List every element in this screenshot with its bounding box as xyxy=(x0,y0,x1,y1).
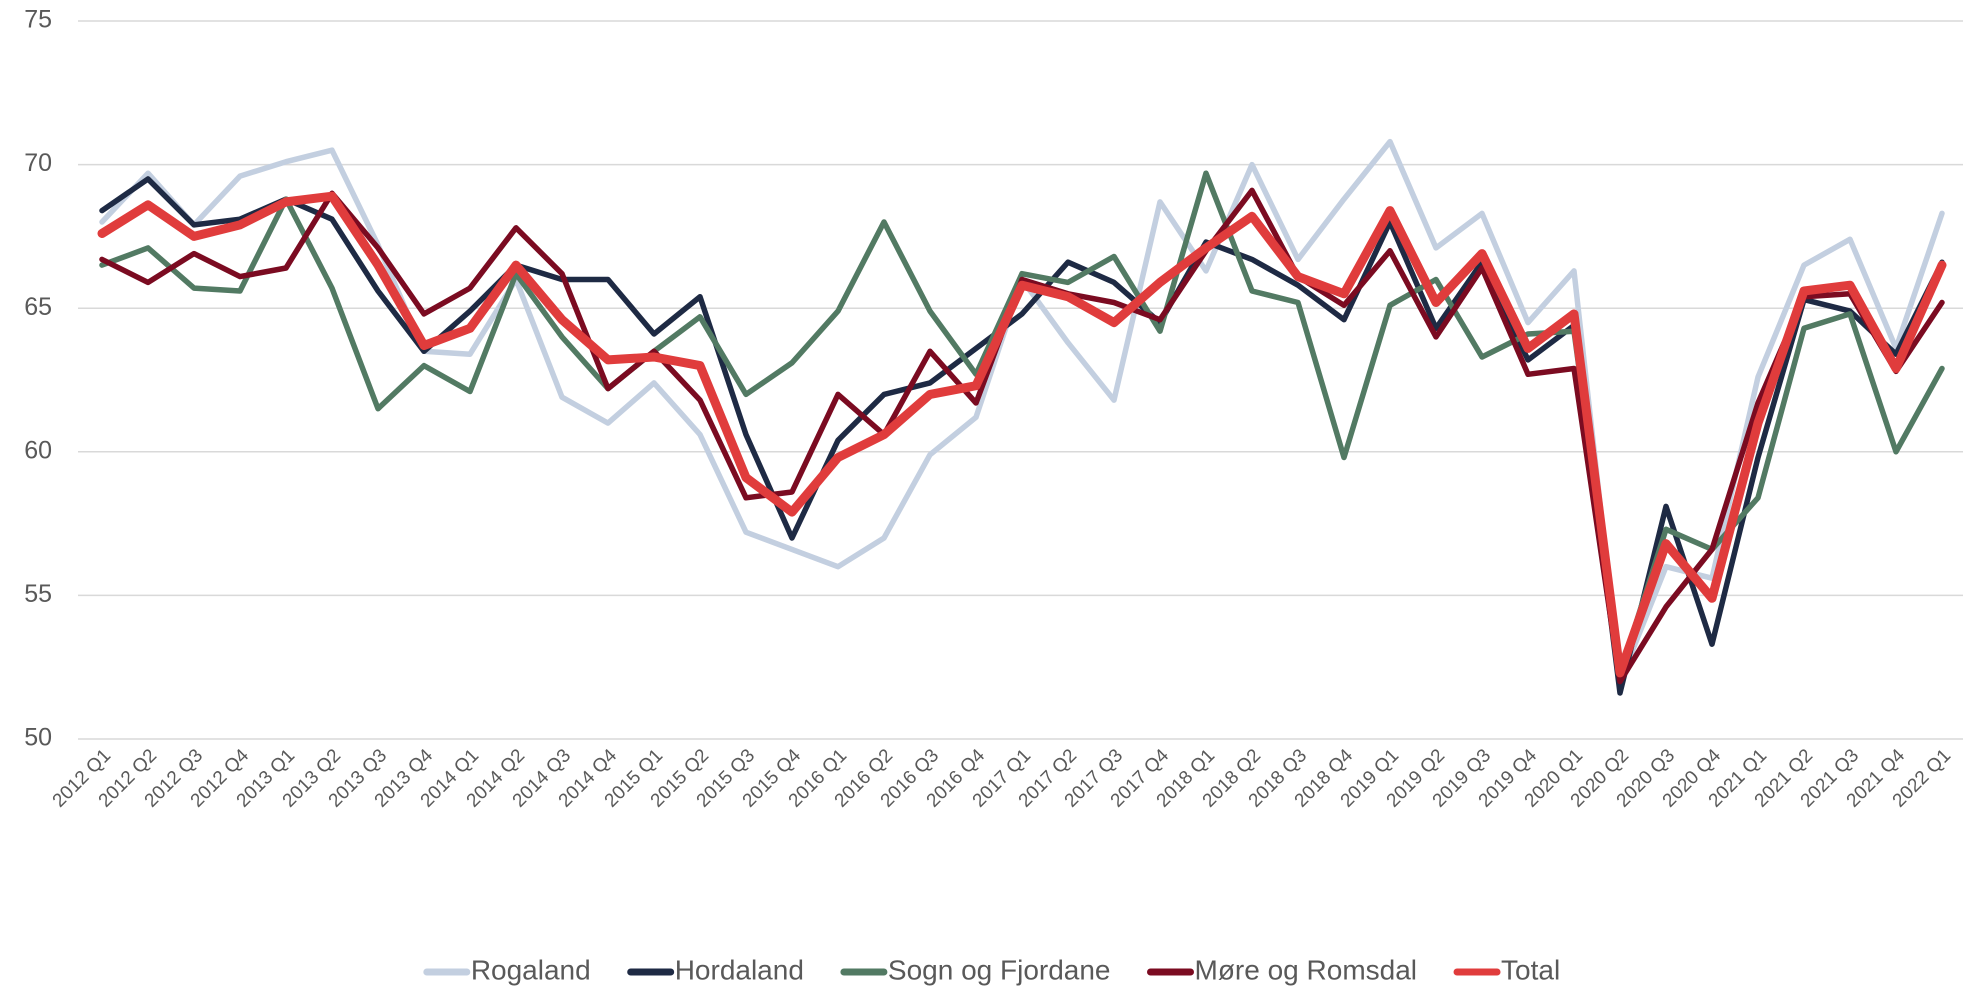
y-tick-label: 50 xyxy=(24,724,52,752)
y-tick-label: 70 xyxy=(24,149,52,177)
y-tick-label: 60 xyxy=(24,436,52,464)
series-line xyxy=(99,138,1945,685)
legend-label: Møre og Romsdal xyxy=(1195,954,1418,985)
legend-label: Total xyxy=(1501,954,1560,985)
series-line xyxy=(99,187,1945,685)
series-line xyxy=(97,191,1947,678)
y-tick-label: 55 xyxy=(24,580,52,608)
legend-label: Hordaland xyxy=(675,954,804,985)
y-tick-label: 75 xyxy=(24,6,52,34)
legend: Rogaland Hordaland Sogn og Fjordane Møre og… xyxy=(423,954,1560,985)
legend-label: Sogn og Fjordane xyxy=(888,954,1111,985)
series-line xyxy=(99,176,1945,696)
legend-label: Rogaland xyxy=(471,954,591,985)
y-tick-label: 65 xyxy=(24,293,52,321)
